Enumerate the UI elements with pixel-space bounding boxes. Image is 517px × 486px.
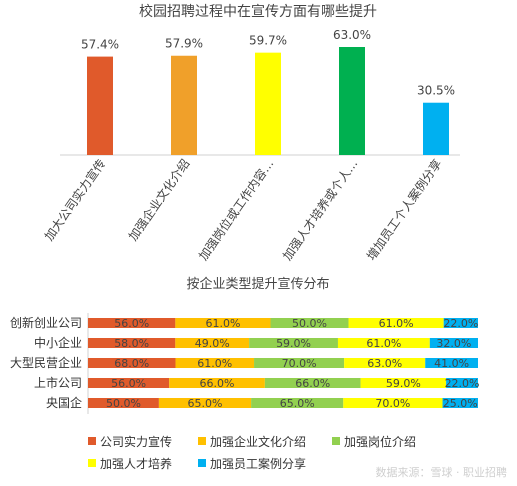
bar-value-label: 63.0% <box>333 28 371 42</box>
bar-value-label: 59.7% <box>249 34 287 48</box>
bar-segment <box>88 398 159 408</box>
legend-swatch <box>332 437 341 445</box>
legend-swatch <box>198 437 207 445</box>
legend-swatch <box>198 459 207 467</box>
legend-row-1: 公司实力宣传 加强企业文化介绍 加强岗位介绍 <box>88 433 508 449</box>
bar <box>171 55 197 155</box>
legend-label: 加强人才培养 <box>100 456 173 471</box>
bar-segment <box>429 338 478 348</box>
bar-segment <box>270 318 349 328</box>
category-label: 加强人才培养或个人… <box>279 156 360 263</box>
bar-segment <box>360 378 447 388</box>
bar-segment <box>169 378 265 388</box>
legend-item-case-share: 加强员工案例分享 <box>198 455 306 472</box>
legend-item-culture: 加强企业文化介绍 <box>198 433 306 450</box>
bar-segment <box>442 398 478 408</box>
legend-label: 公司实力宣传 <box>100 434 173 449</box>
bar-segment <box>348 318 444 328</box>
bar-value-label: 30.5% <box>417 84 455 98</box>
segment-value-label: 32.0% <box>436 337 471 350</box>
category-label: 央国企 <box>46 395 82 410</box>
segment-value-label: 50.0% <box>292 317 327 330</box>
bar-segment <box>158 398 252 408</box>
category-label: 加强岗位或工作内容… <box>195 156 276 263</box>
bar <box>423 102 449 155</box>
bar-segment <box>254 358 345 368</box>
bar-value-label: 57.9% <box>165 37 203 51</box>
segment-value-label: 61.0% <box>205 317 240 330</box>
category-label: 创新创业公司 <box>10 315 82 330</box>
segment-value-label: 66.0% <box>200 377 235 390</box>
segment-value-label: 56.0% <box>111 377 146 390</box>
legend-swatch <box>88 459 96 467</box>
bar-segment <box>443 318 478 328</box>
segment-value-label: 65.0% <box>280 397 315 410</box>
segment-value-label: 22.0% <box>443 317 478 330</box>
legend-item-position: 加强岗位介绍 <box>332 433 416 450</box>
top-bar-chart: 校园招聘过程中在宣传方面有哪些提升 57.4% 加大公司实力宣传 57.9% 加强企业… <box>41 3 460 263</box>
legend-swatch <box>88 437 96 445</box>
segment-value-label: 61.0% <box>197 357 232 370</box>
segment-value-label: 25.0% <box>443 397 478 410</box>
legend: 公司实力宣传 加强企业文化介绍 加强岗位介绍 加强人才培养 加强员工案例分享 <box>88 433 508 477</box>
segment-value-label: 68.0% <box>114 357 149 370</box>
category-label: 增加员工个人案例分享 <box>363 156 444 263</box>
bar-segment <box>249 338 338 348</box>
bottom-stacked-chart: 按企业类型提升宣传分布 创新创业公司 56.0% 61.0% 50.0% 61.0% 22… <box>10 276 480 414</box>
legend-label: 加强岗位介绍 <box>344 434 417 449</box>
bar-segment <box>425 358 478 368</box>
segment-value-label: 61.0% <box>379 317 414 330</box>
bar-segment <box>175 358 255 368</box>
category-label: 中小企业 <box>34 335 82 350</box>
segment-value-label: 56.0% <box>114 317 149 330</box>
legend-label: 加强员工案例分享 <box>210 456 307 471</box>
bar-segment <box>88 378 170 388</box>
bar-value-label: 57.4% <box>81 38 119 52</box>
bar-segment <box>88 318 176 328</box>
bar <box>255 52 281 155</box>
watermark: 数据来源：雪球 · 职业招聘 <box>375 466 508 479</box>
bar-segment <box>88 358 176 368</box>
bottom-chart-title: 按企业类型提升宣传分布 <box>186 276 329 292</box>
bar-segment <box>175 338 250 348</box>
segment-value-label: 70.0% <box>282 357 317 370</box>
segment-value-label: 61.0% <box>366 337 401 350</box>
bar-segment <box>175 318 271 328</box>
segment-value-label: 66.0% <box>295 377 330 390</box>
category-label: 上市公司 <box>34 375 82 390</box>
bar-segment <box>344 358 426 368</box>
legend-item-company-strength: 公司实力宣传 <box>88 433 172 450</box>
bar-segment <box>264 378 361 388</box>
segment-value-label: 50.0% <box>106 397 141 410</box>
bar-segment <box>251 398 344 408</box>
segment-value-label: 41.0% <box>434 357 469 370</box>
bar-segment <box>337 338 430 348</box>
legend-item-talent: 加强人才培养 <box>88 455 172 472</box>
category-label: 大型民营企业 <box>10 355 82 370</box>
segment-value-label: 63.0% <box>367 357 402 370</box>
legend-label: 加强企业文化介绍 <box>210 434 307 449</box>
legend-row-2: 加强人才培养 加强员工案例分享 <box>88 455 508 471</box>
top-chart-title: 校园招聘过程中在宣传方面有哪些提升 <box>139 3 377 20</box>
segment-value-label: 58.0% <box>114 337 149 350</box>
bar-segment <box>446 378 478 388</box>
segment-value-label: 49.0% <box>195 337 230 350</box>
bar <box>87 56 113 155</box>
segment-value-label: 59.0% <box>386 377 421 390</box>
category-label: 加大公司实力宣传 <box>41 156 108 243</box>
segment-value-label: 22.0% <box>445 377 480 390</box>
bar-segment <box>88 338 176 348</box>
bar <box>339 47 365 155</box>
segment-value-label: 65.0% <box>188 397 223 410</box>
category-label: 加强企业文化介绍 <box>125 156 192 243</box>
bar-segment <box>343 398 443 408</box>
segment-value-label: 59.0% <box>276 337 311 350</box>
segment-value-label: 70.0% <box>375 397 410 410</box>
